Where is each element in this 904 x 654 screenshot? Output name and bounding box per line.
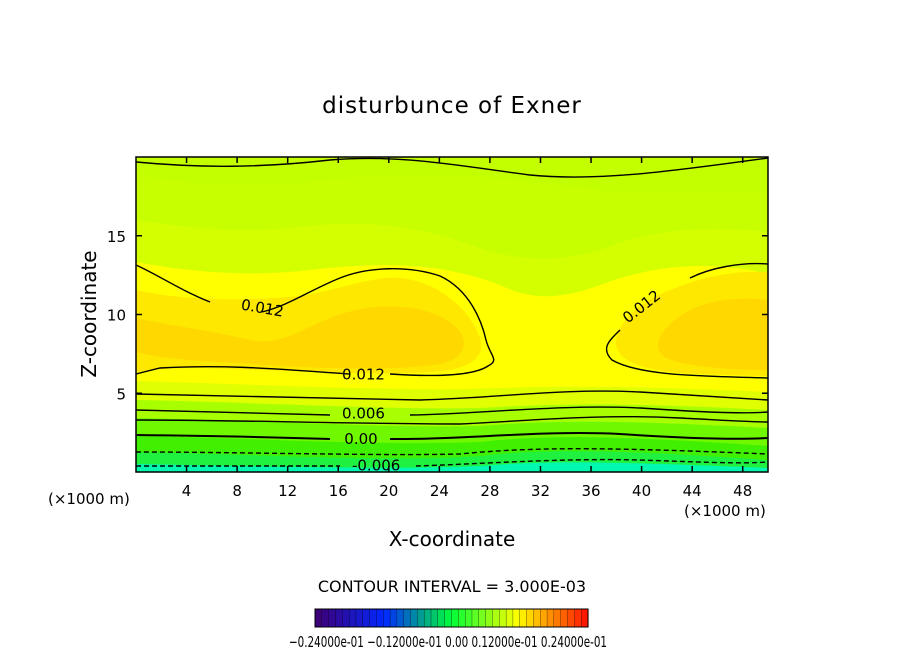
x-tick-label: 36 [581,482,600,500]
colorbar-swatch [369,608,377,628]
colorbar-swatch [464,608,473,628]
y-tick-label: 15 [107,228,126,246]
contour-006 [136,406,768,416]
x-tick-label: 24 [430,482,449,500]
x-tick-label: 12 [278,482,297,500]
x-tick-label: 20 [379,482,398,500]
contour-label: 0.012 [342,365,385,383]
colorbar-swatch [444,608,453,628]
plot-area [136,157,768,472]
y-axis-unit: (×1000 m) [48,490,130,508]
colorbar-swatch [546,608,555,628]
x-tick-label: 28 [480,482,499,500]
colorbar-frame [314,608,589,628]
contour-mid-1 [136,390,768,401]
fill-band-orange-core-left [136,306,464,369]
contour-012-right [605,262,768,379]
colorbar-swatch [533,608,541,628]
contour-012-left [136,264,495,377]
contour-mid-2 [136,416,768,425]
colorbar-swatch [574,608,582,628]
colorbar-swatch [567,608,575,628]
y-tick-label: 5 [116,385,126,403]
colorbar-swatch [335,608,343,628]
colorbar-swatch [424,608,432,628]
colorbar-swatch [540,608,548,628]
colorbar-swatch [478,608,487,628]
colorbar-swatch [355,608,364,628]
colorbar-swatch [389,608,398,628]
colorbar-swatch [458,608,466,628]
x-tick-label: 32 [531,482,550,500]
contour-lines [136,157,768,467]
colorbar-swatch [505,608,514,628]
colorbar-swatch [314,608,323,628]
colorbar-labels: −0.24000e-01 −0.12000e-01 0.00 0.12000e-… [289,633,607,651]
colorbar-swatch [321,608,330,628]
fill-band-cyan [136,462,768,472]
colorbar-swatch [560,608,569,628]
contour-label: 0.00 [344,430,377,448]
contour-000 [136,432,768,441]
colorbar-swatch [417,608,425,628]
contour-label: 0.006 [342,405,385,423]
colorbar-swatch [512,608,521,628]
contour-interval-text: CONTOUR INTERVAL = 3.000E-03 [318,577,586,596]
colorbar-swatch [471,608,480,628]
colorbar-swatch [519,608,528,628]
colorbar [314,608,589,628]
y-tick-label: 10 [107,307,126,325]
y-axis: 5 10 15 [107,228,768,403]
x-tick-label: 4 [182,482,192,500]
colorbar-swatch [376,608,384,628]
colorbar-swatch [451,608,459,628]
colorbar-swatch [499,608,507,628]
colorbar-swatch [328,608,337,628]
x-axis-label: X-coordinate [389,527,516,551]
colorbar-swatch [430,608,439,628]
contour-neg-1 [136,448,768,456]
x-tick-label: 48 [733,482,752,500]
colorbar-swatch [581,608,589,628]
colorbar-swatch [383,608,391,628]
colorbar-swatch [362,608,371,628]
x-tick-label: 40 [632,482,651,500]
colorbar-swatch [437,608,446,628]
colorbar-swatch [342,608,350,628]
colorbar-swatch [396,608,405,628]
colorbar-swatch [526,608,534,628]
colorbar-swatch [403,608,412,628]
chart-title: disturbunce of Exner [322,93,582,119]
fill-band-orange-core-right [658,298,768,370]
x-axis-unit: (×1000 m) [684,502,766,520]
contour-neg-006 [136,458,768,467]
fill-band-top [136,157,768,194]
x-tick-label: 44 [683,482,702,500]
colorbar-swatch [348,608,357,628]
x-tick-label: 8 [232,482,242,500]
contour-top [136,157,768,178]
colorbar-swatch [410,608,418,628]
x-tick-label: 16 [329,482,348,500]
y-axis-label: Z-coordinate [77,250,101,377]
colorbar-swatch [485,608,493,628]
colorbar-swatch [492,608,500,628]
colorbar-swatch [553,608,562,628]
x-axis: 4 8 12 16 20 24 28 32 36 40 44 48 [182,157,752,500]
